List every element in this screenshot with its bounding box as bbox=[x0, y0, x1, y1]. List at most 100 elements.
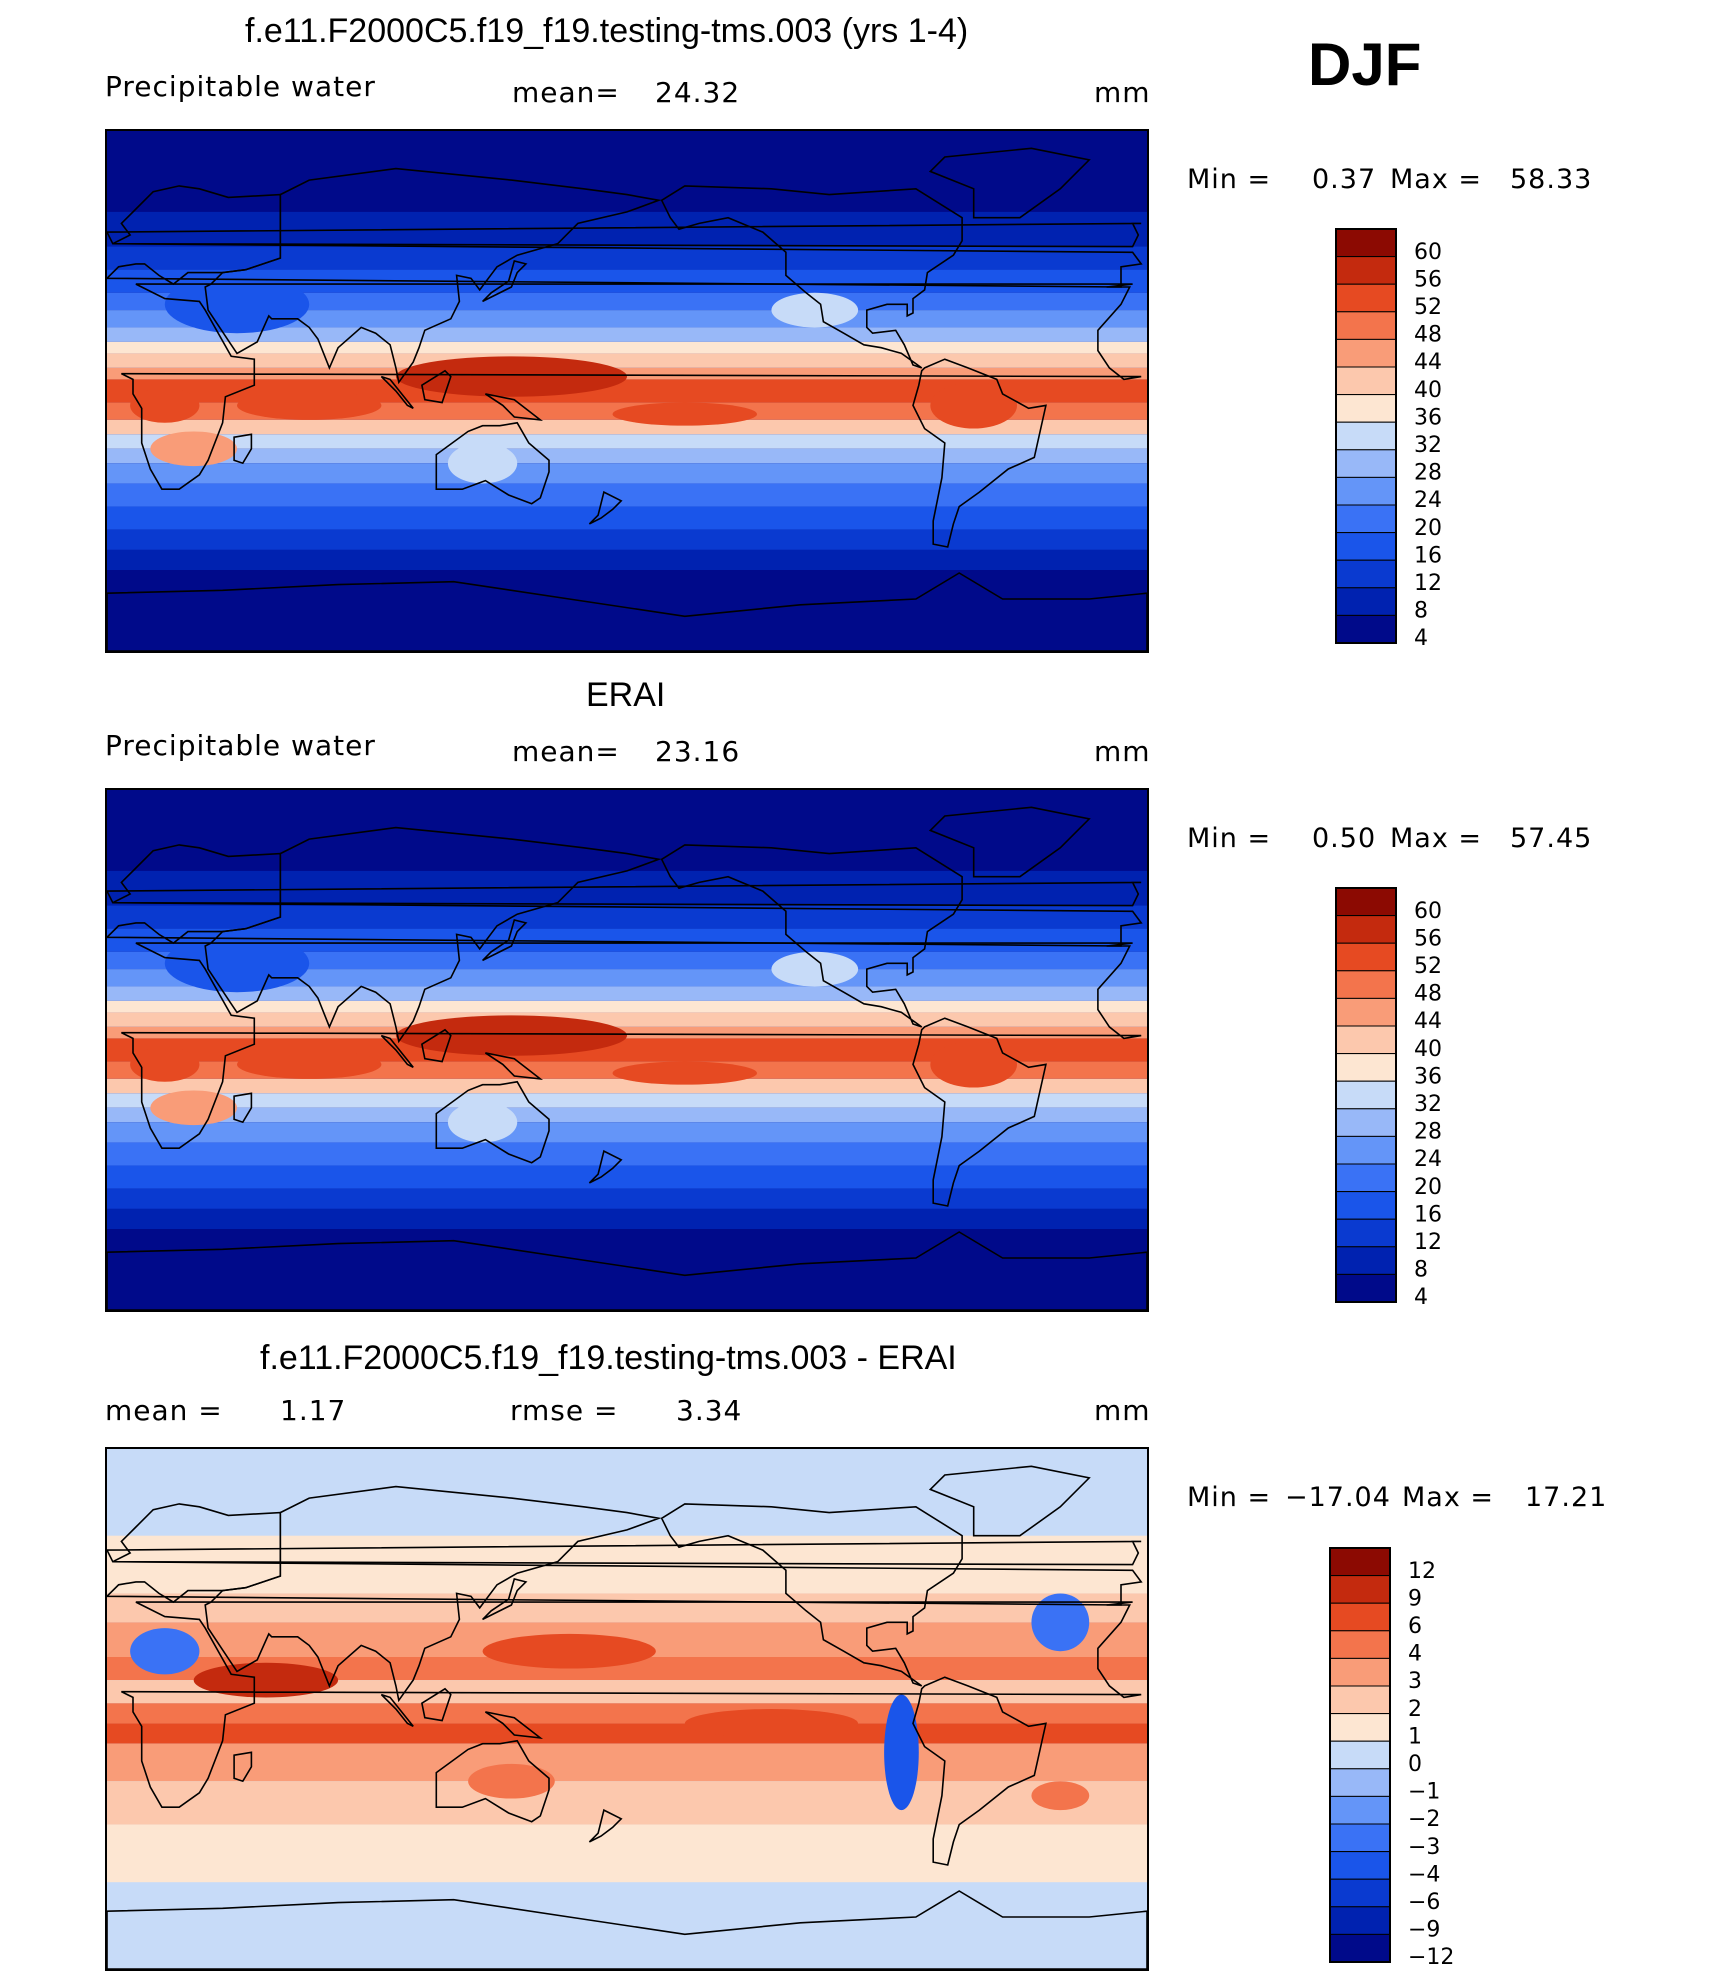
colorbar-swatch bbox=[1335, 394, 1397, 423]
colorbar-swatch bbox=[1335, 532, 1397, 561]
colorbar-swatch bbox=[1329, 1657, 1391, 1687]
panel-3-map bbox=[105, 1447, 1149, 1971]
panel-2-variable-label: Precipitable water bbox=[105, 729, 376, 762]
colorbar-swatch bbox=[1329, 1823, 1391, 1853]
colorbar-tick-label: 4 bbox=[1414, 626, 1428, 651]
colorbar-tick-label: 40 bbox=[1414, 1037, 1442, 1062]
colorbar-swatch bbox=[1329, 1740, 1391, 1770]
colorbar-swatch bbox=[1335, 504, 1397, 534]
colorbar-swatch bbox=[1335, 1135, 1397, 1165]
panel-3-min-value: −17.04 bbox=[1285, 1482, 1391, 1513]
panel-3-mean-label: mean = bbox=[105, 1394, 223, 1427]
colorbar-swatch bbox=[1329, 1906, 1391, 1935]
panel-1-colorbar: 60 56 52 48 44 40 36 32 28 24 20 16 12 8 4 bbox=[1335, 228, 1476, 651]
colorbar-tick-label: 36 bbox=[1414, 1064, 1442, 1089]
colorbar-tick-label: 4 bbox=[1414, 1285, 1428, 1310]
colorbar-swatch bbox=[1335, 1025, 1397, 1055]
colorbar-tick-label: 52 bbox=[1414, 295, 1442, 320]
colorbar-swatch bbox=[1335, 256, 1397, 285]
colorbar-tick-label: −1 bbox=[1408, 1780, 1440, 1805]
panel-3-units: mm bbox=[1094, 1394, 1151, 1427]
panel-1-max-value: 58.33 bbox=[1510, 164, 1593, 195]
colorbar-tick-label: 36 bbox=[1414, 405, 1442, 430]
panel-2-min-value: 0.50 bbox=[1312, 823, 1377, 854]
colorbar-tick-label: 2 bbox=[1408, 1697, 1422, 1722]
colorbar-swatch bbox=[1335, 1218, 1397, 1248]
panel-1-title: f.e11.F2000C5.f19_f19.testing-tms.003 (y… bbox=[245, 12, 969, 50]
colorbar-swatch bbox=[1329, 1878, 1391, 1908]
panel-3-title: f.e11.F2000C5.f19_f19.testing-tms.003 - … bbox=[260, 1339, 957, 1377]
season-label: DJF bbox=[1308, 31, 1422, 98]
panel-1-min-value: 0.37 bbox=[1312, 164, 1377, 195]
panel-3-mean-value: 1.17 bbox=[280, 1394, 347, 1427]
colorbar-swatch bbox=[1329, 1685, 1391, 1715]
colorbar-swatch bbox=[1335, 476, 1397, 506]
colorbar-tick-label: 16 bbox=[1414, 1202, 1442, 1227]
panel-1-min-label: Min = bbox=[1187, 164, 1272, 195]
colorbar-tick-label: 6 bbox=[1408, 1614, 1422, 1639]
colorbar-tick-label: 24 bbox=[1414, 1147, 1442, 1172]
colorbar-swatch bbox=[1329, 1630, 1391, 1659]
colorbar-swatch bbox=[1335, 970, 1397, 999]
colorbar-tick-label: 44 bbox=[1414, 350, 1442, 375]
panel-3-max-value: 17.21 bbox=[1525, 1482, 1608, 1513]
colorbar-tick-label: 12 bbox=[1414, 571, 1442, 596]
colorbar-swatch bbox=[1335, 1273, 1397, 1303]
colorbar-swatch bbox=[1335, 614, 1397, 644]
colorbar-tick-label: 48 bbox=[1414, 323, 1442, 348]
colorbar-swatch bbox=[1335, 997, 1397, 1027]
colorbar-tick-label: 56 bbox=[1414, 267, 1442, 292]
colorbar-tick-label: 3 bbox=[1408, 1669, 1422, 1694]
colorbar-swatch bbox=[1335, 1191, 1397, 1220]
colorbar-swatch bbox=[1335, 228, 1397, 258]
colorbar-tick-label: 20 bbox=[1414, 516, 1442, 541]
panel-2-mean-label: mean= bbox=[512, 735, 620, 768]
panel-2-units: mm bbox=[1094, 735, 1151, 768]
colorbar-tick-label: 56 bbox=[1414, 926, 1442, 951]
panel-2-colorbar: 60 56 52 48 44 40 36 32 28 24 20 16 12 8 4 bbox=[1335, 887, 1476, 1310]
colorbar-tick-label: 44 bbox=[1414, 1009, 1442, 1034]
colorbar-swatch bbox=[1329, 1602, 1391, 1632]
panel-2-mean-value: 23.16 bbox=[655, 735, 741, 768]
panel-3-max-label: Max = bbox=[1402, 1482, 1495, 1513]
colorbar-swatch bbox=[1329, 1547, 1391, 1577]
panel-1-units: mm bbox=[1094, 76, 1151, 109]
colorbar-swatch bbox=[1335, 1053, 1397, 1082]
colorbar-tick-label: 32 bbox=[1414, 433, 1442, 458]
colorbar-tick-label: 1 bbox=[1408, 1724, 1422, 1749]
panel-3-rmse-value: 3.34 bbox=[676, 1394, 743, 1427]
panel-3-min-label: Min = bbox=[1187, 1482, 1272, 1513]
panel-1-map bbox=[105, 129, 1149, 653]
colorbar-swatch bbox=[1335, 942, 1397, 972]
colorbar-tick-label: 24 bbox=[1414, 488, 1442, 513]
colorbar-tick-label: 9 bbox=[1408, 1586, 1422, 1611]
panel-2-title: ERAI bbox=[586, 676, 666, 714]
panel-3-colorbar: 12 9 6 4 3 2 1 0 −1 −2 −3 −4 −6 −9 −12 bbox=[1329, 1547, 1476, 1970]
panel-2-max-value: 57.45 bbox=[1510, 823, 1593, 854]
colorbar-tick-label: 4 bbox=[1408, 1642, 1422, 1667]
colorbar-tick-label: 28 bbox=[1414, 461, 1442, 486]
panel-2-max-label: Max = bbox=[1390, 823, 1483, 854]
colorbar-tick-label: 60 bbox=[1414, 240, 1442, 265]
panel-1-variable-label: Precipitable water bbox=[105, 70, 376, 103]
colorbar-tick-label: 28 bbox=[1414, 1120, 1442, 1145]
colorbar-tick-label: 32 bbox=[1414, 1092, 1442, 1117]
colorbar-swatch bbox=[1335, 449, 1397, 478]
colorbar-tick-label: 12 bbox=[1408, 1559, 1436, 1584]
colorbar-tick-label: −6 bbox=[1408, 1890, 1440, 1915]
colorbar-swatch bbox=[1335, 421, 1397, 451]
colorbar-tick-label: −4 bbox=[1408, 1862, 1440, 1887]
colorbar-tick-label: 60 bbox=[1414, 899, 1442, 924]
colorbar-tick-label: 0 bbox=[1408, 1752, 1422, 1777]
panel-1-mean-label: mean= bbox=[512, 76, 620, 109]
colorbar-tick-label: −12 bbox=[1408, 1945, 1454, 1970]
colorbar-swatch bbox=[1335, 311, 1397, 340]
colorbar-swatch bbox=[1335, 1246, 1397, 1275]
colorbar-swatch bbox=[1335, 1108, 1397, 1137]
colorbar-swatch bbox=[1329, 1933, 1391, 1963]
panel-2-map bbox=[105, 788, 1149, 1312]
colorbar-swatch bbox=[1335, 283, 1397, 313]
colorbar-tick-label: −9 bbox=[1408, 1918, 1440, 1943]
colorbar-swatch bbox=[1335, 587, 1397, 616]
colorbar-swatch bbox=[1335, 338, 1397, 368]
